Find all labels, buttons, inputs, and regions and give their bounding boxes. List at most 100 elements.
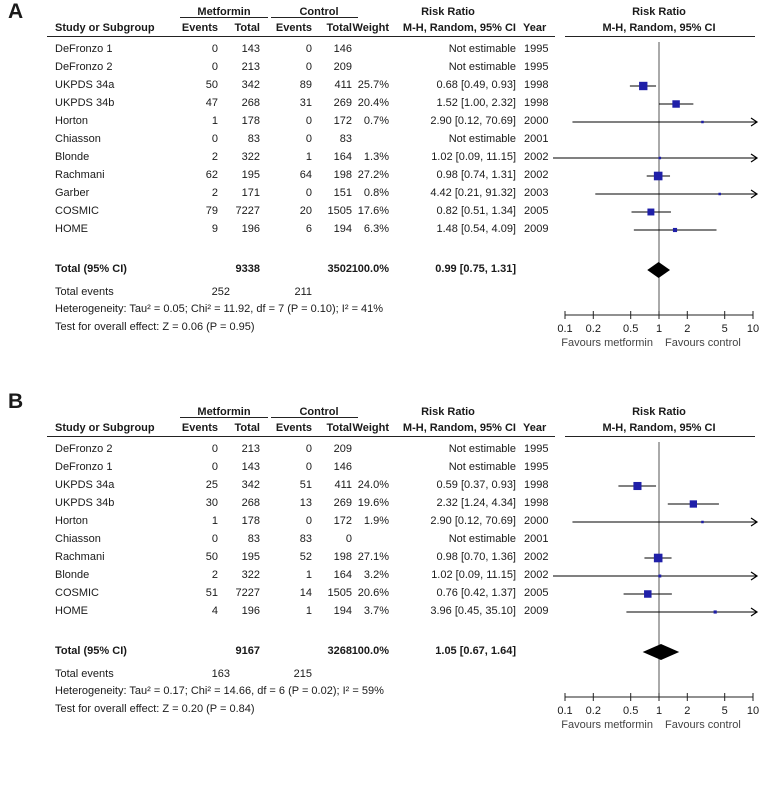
control-total: 146	[333, 43, 352, 55]
header-metformin: Metformin	[197, 406, 251, 418]
metformin-events: 1	[211, 515, 218, 527]
total-weight: 100.0%	[351, 263, 389, 275]
control-total: 194	[333, 223, 352, 235]
study-year: 2002	[524, 551, 549, 563]
header-rule-table	[47, 436, 555, 437]
metformin-events: 9	[211, 223, 218, 235]
study-weight: 20.4%	[357, 97, 389, 109]
study-year: 2005	[524, 205, 549, 217]
risk-ratio-ci: 4.42 [0.21, 91.32]	[430, 187, 516, 199]
metformin-total: 7227	[235, 587, 260, 599]
total-events-metformin: 252	[211, 286, 230, 298]
risk-ratio-ci: Not estimable	[448, 461, 516, 473]
x-tick-label: 2	[684, 323, 690, 335]
total-events-label: Total events	[55, 286, 114, 298]
header-risk-ratio-plot: Risk Ratio	[632, 6, 686, 18]
total-events-metformin: 163	[211, 668, 230, 680]
control-total: 269	[333, 97, 352, 109]
pooled-diamond	[642, 644, 680, 660]
study-weight: 0.8%	[363, 187, 389, 199]
control-total: 151	[333, 187, 352, 199]
control-total: 198	[333, 551, 352, 563]
header-metformin: Metformin	[197, 6, 251, 18]
header-year: Year	[523, 422, 547, 434]
pooled-diamond	[647, 262, 671, 278]
header-year: Year	[523, 22, 547, 34]
study-name: Rachmani	[55, 551, 105, 563]
total-control: 3268	[327, 645, 352, 657]
metformin-events: 62	[205, 169, 218, 181]
control-events: 0	[305, 43, 312, 55]
study-year: 1998	[524, 497, 549, 509]
control-total: 194	[333, 605, 352, 617]
metformin-total: 196	[241, 605, 260, 617]
control-events: 0	[305, 133, 312, 145]
x-tick-label: 1	[656, 323, 662, 335]
header-study: Study or Subgroup	[55, 22, 155, 34]
risk-ratio-ci: 1.02 [0.09, 11.15]	[431, 569, 516, 581]
metformin-total: 143	[241, 461, 260, 473]
header-m-events: Events	[181, 22, 218, 34]
effect-square	[639, 81, 648, 91]
risk-ratio-ci: 1.52 [1.00, 2.32]	[436, 97, 516, 109]
metformin-events: 0	[211, 133, 218, 145]
metformin-total: 195	[241, 551, 260, 563]
study-name: HOME	[55, 223, 88, 235]
favours-metformin-label: Favours metformin	[561, 719, 653, 731]
control-events: 0	[305, 187, 312, 199]
study-weight: 0.7%	[363, 115, 389, 127]
metformin-events: 0	[211, 461, 218, 473]
x-tick-label: 0.5	[623, 705, 638, 717]
metformin-total: 83	[247, 533, 260, 545]
header-underline-metformin	[180, 417, 268, 418]
risk-ratio-ci: 2.90 [0.12, 70.69]	[430, 515, 516, 527]
effect-square	[689, 500, 698, 508]
control-events: 0	[305, 61, 312, 73]
risk-ratio-ci: Not estimable	[448, 533, 516, 545]
metformin-total: 7227	[235, 205, 260, 217]
risk-ratio-ci: 3.96 [0.45, 35.10]	[430, 605, 516, 617]
overall-effect-text: Test for overall effect: Z = 0.20 (P = 0…	[55, 703, 255, 715]
study-year: 2002	[524, 151, 549, 163]
effect-square	[701, 520, 704, 524]
control-events: 1	[305, 151, 312, 163]
control-total: 146	[333, 461, 352, 473]
total-control: 3502	[327, 263, 352, 275]
control-total: 411	[334, 479, 352, 491]
effect-square	[647, 208, 655, 216]
study-year: 1998	[524, 97, 549, 109]
total-weight: 100.0%	[351, 645, 389, 657]
header-weight: Weight	[352, 422, 389, 434]
study-name: Chiasson	[55, 133, 101, 145]
control-events: 1	[305, 605, 312, 617]
risk-ratio-ci: Not estimable	[448, 443, 516, 455]
study-name: DeFronzo 2	[55, 61, 113, 73]
header-rule-plot	[565, 36, 755, 37]
x-tick-label: 0.5	[623, 323, 638, 335]
study-name: DeFronzo 1	[55, 461, 113, 473]
study-name: UKPDS 34a	[55, 79, 115, 91]
study-year: 2009	[524, 605, 549, 617]
forest-plot-panel-b: B Metformin Control Risk Ratio Risk Ratio St…	[0, 390, 781, 790]
metformin-events: 25	[205, 479, 218, 491]
metformin-total: 83	[247, 133, 260, 145]
study-name: UKPDS 34b	[55, 97, 115, 109]
control-events: 14	[299, 587, 312, 599]
control-events: 0	[305, 115, 312, 127]
header-control: Control	[299, 406, 339, 418]
control-events: 52	[299, 551, 312, 563]
favours-control-label: Favours control	[665, 719, 741, 731]
effect-square	[653, 553, 663, 563]
study-name: UKPDS 34b	[55, 497, 115, 509]
heterogeneity-text: Heterogeneity: Tau² = 0.17; Chi² = 14.66…	[55, 685, 384, 697]
study-year: 2000	[524, 515, 549, 527]
control-events: 0	[305, 461, 312, 473]
x-tick-label: 10	[747, 323, 759, 335]
header-rule-table	[47, 36, 555, 37]
study-year: 2000	[524, 115, 549, 127]
metformin-total: 322	[241, 569, 260, 581]
control-events: 1	[305, 569, 312, 581]
control-total: 411	[334, 79, 352, 91]
study-year: 1995	[524, 61, 549, 73]
metformin-events: 0	[211, 43, 218, 55]
